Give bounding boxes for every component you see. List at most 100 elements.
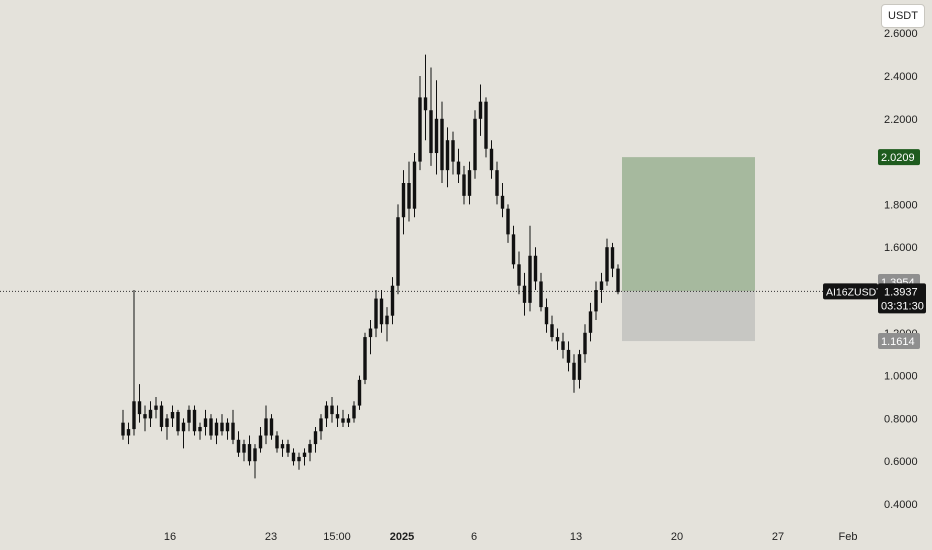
- target-price-label[interactable]: 2.0209: [878, 149, 920, 166]
- candle-body: [374, 298, 378, 329]
- candle-body: [143, 414, 147, 419]
- candle-body: [159, 405, 164, 427]
- candle-body: [489, 148, 494, 171]
- candle-body: [462, 174, 466, 196]
- candle-body: [511, 234, 516, 265]
- candle-body: [319, 418, 323, 432]
- candle-body: [456, 161, 461, 175]
- candle-body: [275, 435, 279, 449]
- candle-body: [500, 195, 505, 209]
- candle-body: [555, 337, 560, 342]
- candle-body: [269, 418, 274, 436]
- candle-body: [302, 452, 307, 457]
- candle-body: [379, 298, 384, 325]
- candle-body: [429, 110, 433, 154]
- candle-body: [566, 349, 571, 363]
- candle-body: [528, 255, 532, 303]
- candle-body: [280, 444, 285, 449]
- candle-body: [297, 456, 301, 462]
- candle-body: [137, 401, 142, 415]
- candle-body: [121, 422, 125, 436]
- candle-body: [286, 444, 290, 453]
- candle-body: [440, 118, 444, 171]
- symbol-badge: [823, 283, 878, 300]
- candle-body: [341, 418, 345, 423]
- candle-body: [357, 379, 362, 406]
- candle-body: [368, 328, 373, 338]
- current-price-marker[interactable]: AI16ZUSDT 1.3937 03:31:30: [823, 283, 926, 314]
- candle-body: [313, 431, 318, 445]
- x-tick-label: 20: [671, 531, 683, 543]
- x-axis[interactable]: 16 23 15:00 2025 6 13 20 27 Feb: [164, 531, 858, 543]
- loss-zone[interactable]: [622, 290, 755, 342]
- candle-body: [335, 414, 340, 419]
- profit-zone[interactable]: [622, 157, 755, 291]
- candle-body: [203, 418, 208, 427]
- candle-body: [418, 97, 422, 162]
- candle-body: [605, 247, 609, 282]
- candle-body: [154, 405, 158, 410]
- candle-body: [495, 170, 499, 196]
- candle-body: [324, 405, 329, 419]
- candle-body: [192, 409, 197, 432]
- currency-button[interactable]: USDT: [881, 4, 925, 28]
- candle-body: [242, 444, 246, 453]
- candle-body: [478, 101, 483, 119]
- candle-body: [484, 101, 488, 149]
- candle-body: [148, 409, 153, 419]
- candle-body: [539, 281, 543, 308]
- candle-body: [577, 354, 582, 380]
- candle-body: [616, 268, 620, 293]
- candle-body: [209, 418, 213, 436]
- candle-body: [352, 405, 356, 419]
- y-tick-label: 0.4000: [884, 499, 918, 511]
- y-tick-label: 1.0000: [884, 371, 918, 383]
- candle-body: [308, 444, 312, 453]
- x-tick-label: 16: [164, 531, 176, 543]
- x-tick-label: Feb: [839, 531, 858, 543]
- current-price-value: 1.3937: [884, 286, 918, 298]
- candle-body: [467, 170, 472, 196]
- candle-body: [181, 422, 186, 432]
- y-axis[interactable]: 0.4000 0.6000 0.8000 1.0000 1.2000 1.600…: [884, 28, 918, 511]
- candle-body: [126, 429, 131, 436]
- current-price-badge: [878, 283, 926, 314]
- candle-body: [434, 118, 439, 154]
- candle-body: [407, 183, 411, 209]
- bar-countdown: 03:31:30: [881, 300, 924, 312]
- x-tick-label: 2025: [390, 531, 414, 543]
- candle-body: [451, 140, 455, 162]
- x-tick-label: 15:00: [323, 531, 351, 543]
- candle-body: [176, 411, 180, 432]
- candle-body: [198, 426, 202, 432]
- candle-body: [385, 315, 389, 325]
- candle-body: [170, 411, 175, 419]
- candlestick-series: [121, 54, 620, 479]
- x-tick-label: 6: [471, 531, 477, 543]
- candle-body: [396, 217, 400, 286]
- candle-body: [517, 264, 521, 286]
- candle-body: [291, 452, 296, 462]
- y-tick-label: 0.6000: [884, 456, 918, 468]
- y-tick-label: 2.6000: [884, 28, 918, 40]
- candle-body: [599, 281, 604, 290]
- stop-price-label[interactable]: 1.1614: [878, 333, 920, 350]
- x-tick-label: 23: [265, 531, 277, 543]
- candle-body: [264, 418, 268, 436]
- candle-body: [214, 422, 219, 436]
- candle-body: [236, 439, 241, 453]
- stop-price-value: 1.1614: [881, 336, 915, 348]
- candle-body: [572, 362, 576, 380]
- x-tick-label: 13: [570, 531, 582, 543]
- candle-body: [583, 332, 587, 355]
- y-tick-label: 0.8000: [884, 413, 918, 425]
- candle-body: [533, 255, 538, 282]
- candle-body: [247, 444, 252, 462]
- candle-body: [401, 183, 406, 218]
- candle-body: [550, 324, 554, 338]
- y-tick-label: 1.8000: [884, 199, 918, 211]
- stop-price-badge: [878, 333, 920, 350]
- candle-body: [522, 285, 527, 303]
- candle-body: [561, 341, 565, 350]
